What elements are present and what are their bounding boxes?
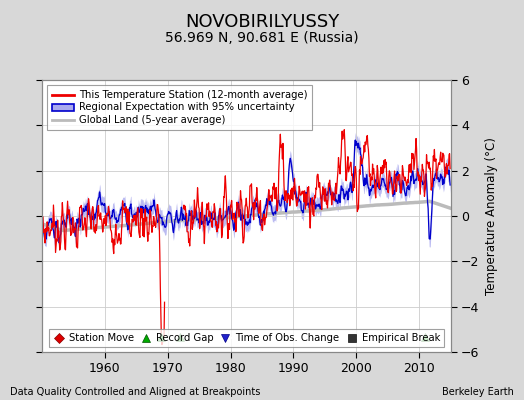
Y-axis label: Temperature Anomaly (°C): Temperature Anomaly (°C) bbox=[485, 137, 498, 295]
Text: Data Quality Controlled and Aligned at Breakpoints: Data Quality Controlled and Aligned at B… bbox=[10, 387, 261, 397]
Text: Berkeley Earth: Berkeley Earth bbox=[442, 387, 514, 397]
Text: NOVOBIRILYUSSY: NOVOBIRILYUSSY bbox=[185, 13, 339, 31]
Text: 56.969 N, 90.681 E (Russia): 56.969 N, 90.681 E (Russia) bbox=[165, 31, 359, 45]
Legend: Station Move, Record Gap, Time of Obs. Change, Empirical Break: Station Move, Record Gap, Time of Obs. C… bbox=[49, 329, 444, 347]
